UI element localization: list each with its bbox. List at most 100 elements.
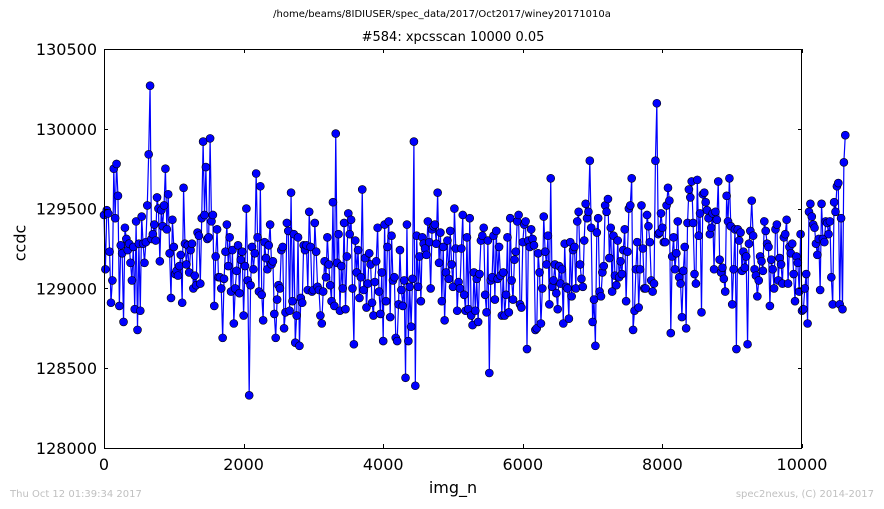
data-point (484, 368, 494, 378)
data-point (783, 279, 793, 288)
data-point (106, 298, 116, 308)
data-point (596, 292, 606, 301)
data-point (405, 282, 415, 292)
data-point (136, 306, 145, 316)
data-point (149, 220, 159, 229)
data-point (133, 325, 142, 335)
data-point (508, 295, 518, 304)
data-point (168, 215, 177, 225)
data-point (734, 236, 744, 245)
data-point (504, 308, 514, 317)
data-point (376, 309, 385, 319)
data-point (586, 223, 596, 233)
data-point (579, 236, 589, 245)
data-point (457, 244, 466, 253)
data-point (209, 301, 219, 311)
data-point (741, 252, 751, 261)
data-point (482, 308, 491, 317)
data-point (558, 319, 568, 328)
data-point (339, 218, 349, 228)
data-point (330, 301, 339, 311)
data-point (627, 173, 636, 183)
data-point (536, 319, 546, 328)
data-point (216, 284, 226, 293)
data-point (718, 263, 727, 272)
data-point (663, 183, 673, 193)
data-point (348, 284, 357, 293)
data-point (120, 223, 130, 233)
data-point (338, 284, 348, 293)
data-point (228, 245, 237, 255)
data-point (297, 298, 307, 308)
data-point (839, 158, 849, 167)
axes-title: #584: xpcsscan 10000 0.05 (361, 30, 545, 45)
data-point (356, 272, 366, 282)
data-point (196, 279, 205, 288)
data-point (440, 316, 449, 325)
data-point (318, 287, 328, 296)
data-point (244, 391, 254, 400)
footer-credit: spec2nexus, (C) 2014-2017 (735, 489, 874, 500)
data-point (413, 282, 423, 292)
data-point (692, 175, 702, 185)
data-point (353, 245, 363, 255)
data-point (342, 252, 352, 261)
data-point (350, 236, 360, 245)
data-point (766, 255, 776, 264)
series-layer (99, 81, 850, 400)
data-point (727, 300, 737, 309)
data-point (719, 274, 729, 284)
data-point (695, 209, 705, 218)
data-point (221, 247, 230, 256)
data-point (367, 298, 377, 308)
data-point (232, 266, 241, 276)
data-point (679, 266, 688, 276)
data-point (119, 317, 128, 327)
data-point (673, 217, 683, 226)
data-point (546, 173, 556, 183)
data-point (768, 264, 777, 274)
data-point (694, 231, 704, 241)
data-point (279, 323, 289, 333)
data-point (713, 177, 723, 186)
data-point (408, 274, 417, 284)
data-point (101, 264, 110, 274)
data-point (271, 333, 281, 343)
data-point (205, 134, 215, 143)
data-point (665, 196, 674, 205)
data-point (108, 276, 117, 285)
data-point (833, 178, 843, 188)
data-point (355, 293, 364, 303)
data-point (782, 215, 791, 225)
data-point (211, 252, 220, 261)
tick-layer: 0 2000 4000 6000 8000 10000 128000 128500 129000… (36, 40, 828, 474)
data-point (599, 261, 609, 271)
data-point (743, 339, 752, 349)
x-tick-label: 8000 (642, 455, 683, 474)
y-tick-label: 128500 (36, 359, 97, 378)
data-point (373, 223, 382, 233)
x-tick-label: 2000 (223, 455, 264, 474)
data-point (325, 280, 335, 290)
data-point (754, 276, 764, 285)
y-tick-label: 130500 (36, 40, 97, 59)
data-point (324, 260, 334, 269)
data-point (321, 272, 331, 282)
data-point (337, 261, 346, 271)
data-point (328, 197, 338, 207)
footer-timestamp: Thu Oct 12 01:39:34 2017 (10, 489, 142, 500)
data-point (764, 242, 773, 252)
data-point (666, 328, 676, 338)
data-point (387, 231, 396, 241)
data-point (810, 223, 819, 233)
data-point (105, 247, 114, 256)
data-point (240, 261, 250, 271)
data-point (651, 156, 660, 166)
data-point (491, 226, 501, 236)
data-point (275, 284, 285, 293)
data-point (564, 314, 574, 324)
data-point (416, 296, 426, 306)
data-point (676, 279, 685, 288)
data-point (447, 260, 456, 269)
data-point (113, 191, 123, 201)
